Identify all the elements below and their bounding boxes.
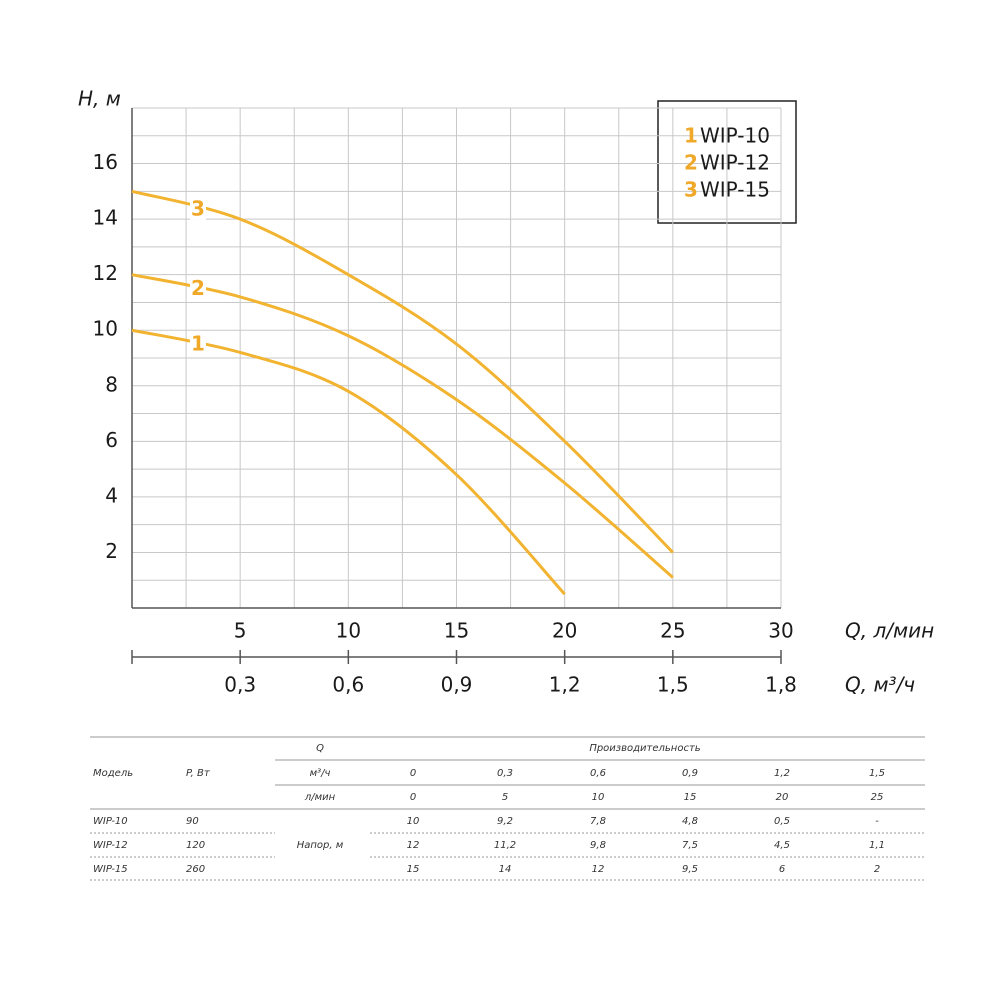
x-tick-label: 25: [660, 619, 685, 643]
curve-label-bg: [190, 277, 206, 300]
legend-label: WIP-15: [700, 178, 770, 202]
x2-tick-label: 0,3: [224, 673, 256, 697]
table-head: 12: [407, 840, 420, 851]
table-flow-l: 0: [410, 792, 416, 803]
x2-tick-label: 0,9: [441, 673, 473, 697]
table-head: 2: [874, 864, 880, 875]
table-power-head: P, Вт: [186, 768, 211, 779]
curve-label: 1: [191, 332, 205, 356]
table-flow-m3: 1,2: [774, 768, 790, 779]
table-head: 6: [779, 864, 785, 875]
x-tick-label: 15: [444, 619, 469, 643]
x-tick-label: 20: [552, 619, 577, 643]
y-tick-label: 8: [105, 372, 118, 396]
y-tick-label: 14: [93, 206, 118, 230]
table-head: 9,5: [682, 864, 698, 875]
table-head: -: [875, 816, 879, 827]
curve: [131, 189, 674, 554]
table-head: 7,8: [590, 816, 606, 827]
x2-tick-label: 1,8: [765, 673, 797, 697]
table-head: 9,2: [497, 816, 513, 827]
table-model: WIP-12: [93, 840, 128, 851]
table-head: 12: [592, 864, 605, 875]
table-head: 9,8: [590, 840, 606, 851]
table-power: 120: [186, 840, 205, 851]
table-model: WIP-10: [93, 816, 128, 827]
table-head: 0,5: [774, 816, 790, 827]
y-tick-label: 12: [93, 261, 118, 285]
table-head: 11,2: [494, 840, 516, 851]
x-tick-label: 10: [336, 619, 361, 643]
table-head: 10: [407, 816, 420, 827]
table-head: 7,5: [682, 840, 698, 851]
curve-label-bg: [190, 333, 206, 356]
legend-number: 2: [684, 151, 698, 175]
x2-tick-label: 0,6: [332, 673, 364, 697]
legend-number: 1: [684, 124, 698, 148]
table-head: 4,8: [682, 816, 698, 827]
y-axis-label: H, м: [78, 87, 121, 111]
table-flow-m3: 0: [410, 768, 416, 779]
legend-number: 3: [684, 178, 698, 202]
table-flow-l: 25: [871, 792, 884, 803]
table-power: 260: [186, 864, 205, 875]
x2-tick-label: 1,5: [657, 673, 689, 697]
x-axis-label: Q, л/мин: [845, 619, 934, 643]
curve: [131, 328, 566, 596]
table-flow-m3: 0,6: [590, 768, 606, 779]
table-model: WIP-15: [93, 864, 128, 875]
y-tick-label: 4: [105, 483, 118, 507]
table-model-head: Модель: [93, 768, 133, 779]
curve-label: 2: [191, 276, 205, 300]
legend-label: WIP-12: [700, 151, 770, 175]
table-m3-unit: м³/ч: [310, 768, 331, 779]
y-tick-label: 6: [105, 428, 118, 452]
x-tick-label: 5: [234, 619, 247, 643]
table-flow-l: 15: [684, 792, 697, 803]
x2-axis-label: Q, м³/ч: [845, 673, 915, 697]
curve: [131, 273, 674, 579]
table-flow-m3: 0,3: [497, 768, 513, 779]
legend-label: WIP-10: [700, 124, 770, 148]
y-tick-label: 10: [93, 317, 118, 341]
table-perf: Производительность: [589, 743, 700, 754]
table-head: 14: [499, 864, 512, 875]
table-head: 1,1: [869, 840, 885, 851]
table-power: 90: [186, 816, 199, 827]
table-flow-l: 20: [776, 792, 789, 803]
table-head-label: Напор, м: [297, 840, 344, 851]
y-tick-label: 16: [93, 150, 118, 174]
table-head: 4,5: [774, 840, 790, 851]
y-tick-label: 2: [105, 539, 118, 563]
table-flow-m3: 0,9: [682, 768, 698, 779]
curve-label-bg: [190, 197, 206, 220]
table-flow-l: 10: [592, 792, 605, 803]
x-tick-label: 30: [768, 619, 793, 643]
table-flow-l: 5: [502, 792, 508, 803]
x2-tick-label: 1,2: [549, 673, 581, 697]
curve-label: 3: [191, 196, 205, 220]
table-head: 15: [407, 864, 420, 875]
table-q: Q: [316, 743, 324, 754]
table-l-unit: л/мин: [304, 792, 336, 803]
table-flow-m3: 1,5: [869, 768, 885, 779]
